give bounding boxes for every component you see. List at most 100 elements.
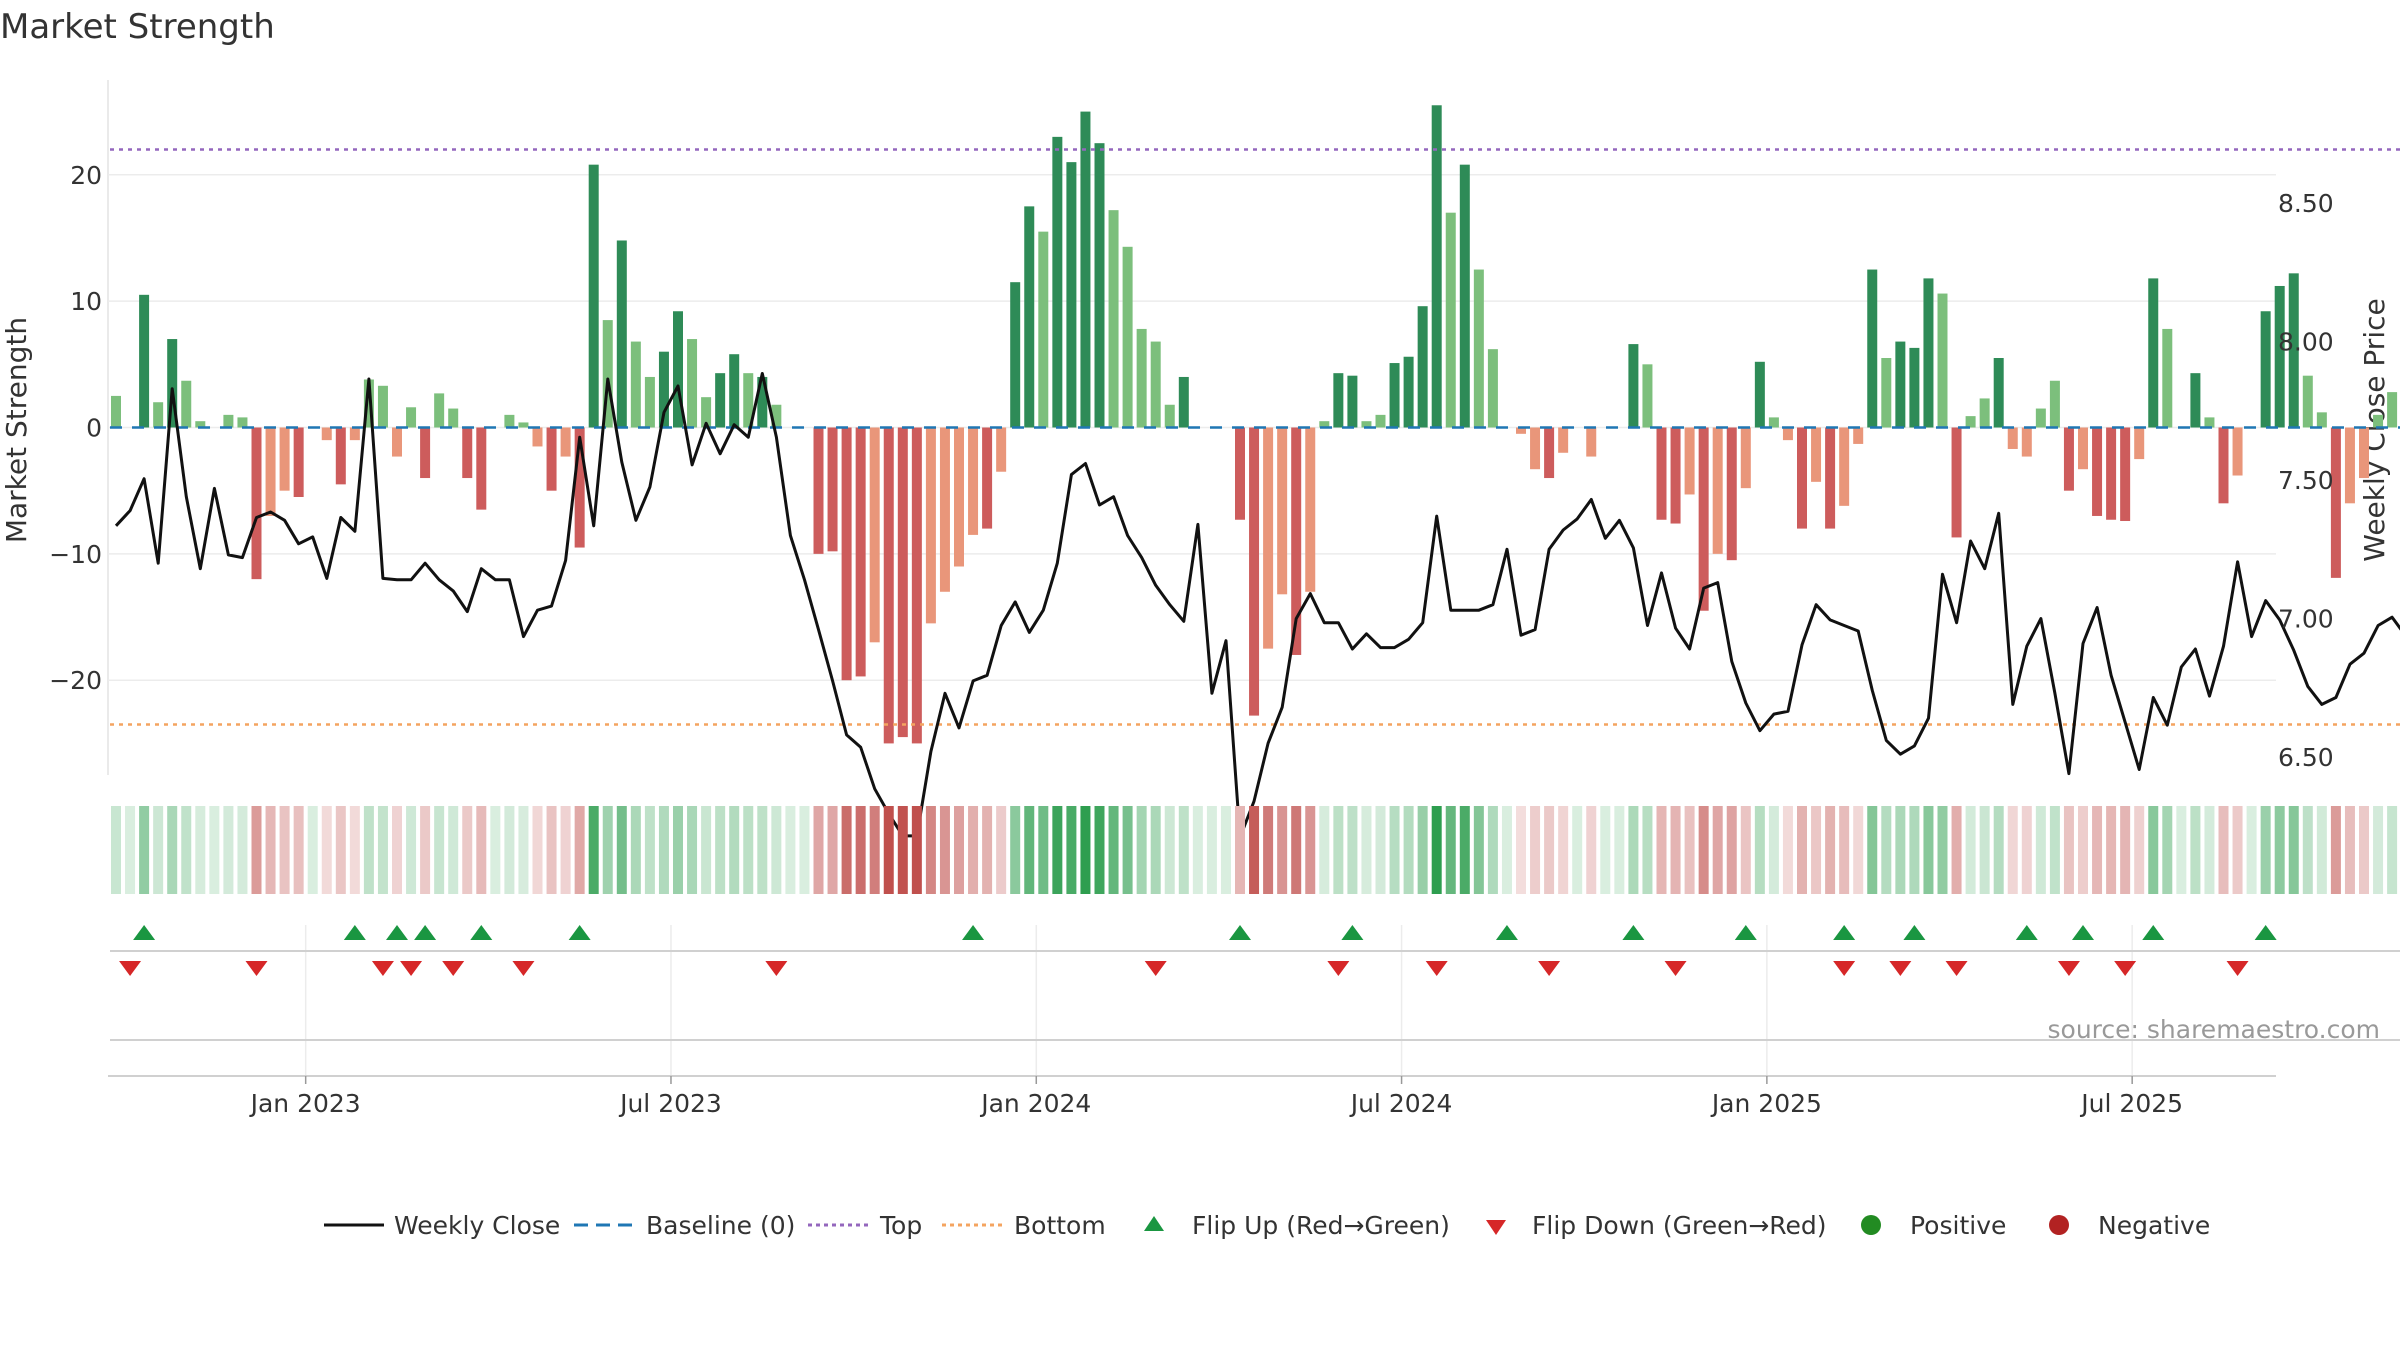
heat-cell xyxy=(2106,806,2117,894)
x-tick-label: Jan 2024 xyxy=(979,1089,1091,1118)
heat-cell xyxy=(1867,806,1878,894)
strength-bar xyxy=(2359,427,2369,479)
heat-cell xyxy=(1642,806,1653,894)
heat-cell xyxy=(1136,806,1147,894)
heat-cell xyxy=(2092,806,2103,894)
heat-cell xyxy=(1333,806,1344,894)
heat-cell xyxy=(1417,806,1428,894)
strength-bar xyxy=(476,427,487,510)
heat-cell xyxy=(925,806,936,894)
heat-cell xyxy=(321,806,332,894)
strength-bar xyxy=(2078,427,2088,470)
flip-up-marker xyxy=(1833,925,1856,940)
strength-bar xyxy=(771,404,782,428)
strength-bar xyxy=(1052,136,1063,428)
strength-bar xyxy=(2274,285,2285,428)
y-tick-left: 20 xyxy=(70,161,102,190)
flip-down-marker xyxy=(1889,961,1912,976)
strength-bar xyxy=(1993,358,2004,428)
chart-title: Market Strength xyxy=(0,7,275,47)
strength-bar xyxy=(1979,398,1990,428)
heat-cell xyxy=(490,806,501,894)
heat-cell xyxy=(968,806,979,894)
strength-bar xyxy=(1389,363,1400,428)
heat-cell xyxy=(1291,806,1302,894)
y-tick-left: 0 xyxy=(86,414,102,443)
strength-bar xyxy=(420,427,431,479)
heat-cell xyxy=(462,806,473,894)
heat-cell xyxy=(1220,806,1231,894)
heat-cell xyxy=(785,806,796,894)
heat-cell xyxy=(518,806,529,894)
heat-cell xyxy=(1249,806,1260,894)
heat-cell xyxy=(1487,806,1498,894)
heat-cell xyxy=(869,806,880,894)
heat-cell xyxy=(1684,806,1695,894)
y-tick-left: 10 xyxy=(70,287,102,316)
strength-bar xyxy=(279,427,290,491)
strength-bar xyxy=(1291,427,1302,655)
heat-cell xyxy=(729,806,740,894)
heat-cell xyxy=(335,806,346,894)
flip-up-marker xyxy=(1622,925,1645,940)
flip-up-marker xyxy=(2072,925,2094,940)
x-tick-label: Jan 2025 xyxy=(1710,1089,1822,1118)
flip-down-marker xyxy=(1538,961,1561,976)
heat-cell xyxy=(855,806,866,894)
heat-cell xyxy=(476,806,487,894)
strength-bar xyxy=(2007,427,2018,449)
heat-cell xyxy=(1881,806,1892,894)
flip-up-marker xyxy=(1903,925,1926,940)
y-axis-label-left: Market Strength xyxy=(0,317,33,543)
strength-bar xyxy=(195,421,206,428)
flip-down-marker xyxy=(119,961,142,976)
flip-down-marker xyxy=(245,961,268,976)
strength-bar xyxy=(1445,212,1456,428)
y-tick-right: 6.50 xyxy=(2278,743,2334,772)
strength-bar xyxy=(939,427,950,592)
heat-cell xyxy=(1853,806,1864,894)
legend-weekly-close: Weekly Close xyxy=(394,1211,560,1240)
strength-bar xyxy=(1178,376,1189,428)
heat-cell xyxy=(2274,806,2285,894)
heat-cell xyxy=(1923,806,1934,894)
strength-bar xyxy=(897,427,908,738)
strength-bar xyxy=(181,380,192,428)
heat-cell xyxy=(434,806,445,894)
strength-bar xyxy=(2063,427,2074,491)
strength-bar xyxy=(616,240,627,428)
heat-cell xyxy=(1572,806,1583,894)
strength-bar xyxy=(377,385,388,428)
heat-cell xyxy=(2162,806,2173,894)
heat-cell xyxy=(883,806,894,894)
flip-down-marker xyxy=(512,961,535,976)
strength-bar xyxy=(673,311,683,428)
heat-cell xyxy=(673,806,683,894)
heat-cell xyxy=(167,806,178,894)
heat-cell xyxy=(701,806,712,894)
strength-bar xyxy=(1403,356,1414,428)
y-tick-right: 7.50 xyxy=(2278,466,2334,495)
heat-cell xyxy=(504,806,515,894)
strength-bar xyxy=(2302,375,2313,428)
y-tick-left: −10 xyxy=(49,540,102,569)
flip-up-marker xyxy=(386,925,408,940)
heat-cell xyxy=(293,806,304,894)
flip-down-marker xyxy=(2114,961,2137,976)
strength-bar xyxy=(2330,427,2341,578)
strength-bar xyxy=(855,427,866,677)
flip-up-marker xyxy=(2015,925,2038,940)
heat-cell xyxy=(1951,806,1962,894)
heat-cell xyxy=(1754,806,1765,894)
strength-bar xyxy=(1811,427,1822,482)
strength-bar xyxy=(757,376,768,428)
strength-bar xyxy=(335,427,346,485)
heat-cell xyxy=(1965,806,1976,894)
strength-bar xyxy=(504,414,515,428)
strength-bar xyxy=(1867,269,1878,428)
strength-bar xyxy=(644,376,655,428)
heat-cell xyxy=(1712,806,1723,894)
heat-cell xyxy=(2148,806,2159,894)
heat-cell xyxy=(1558,806,1569,894)
